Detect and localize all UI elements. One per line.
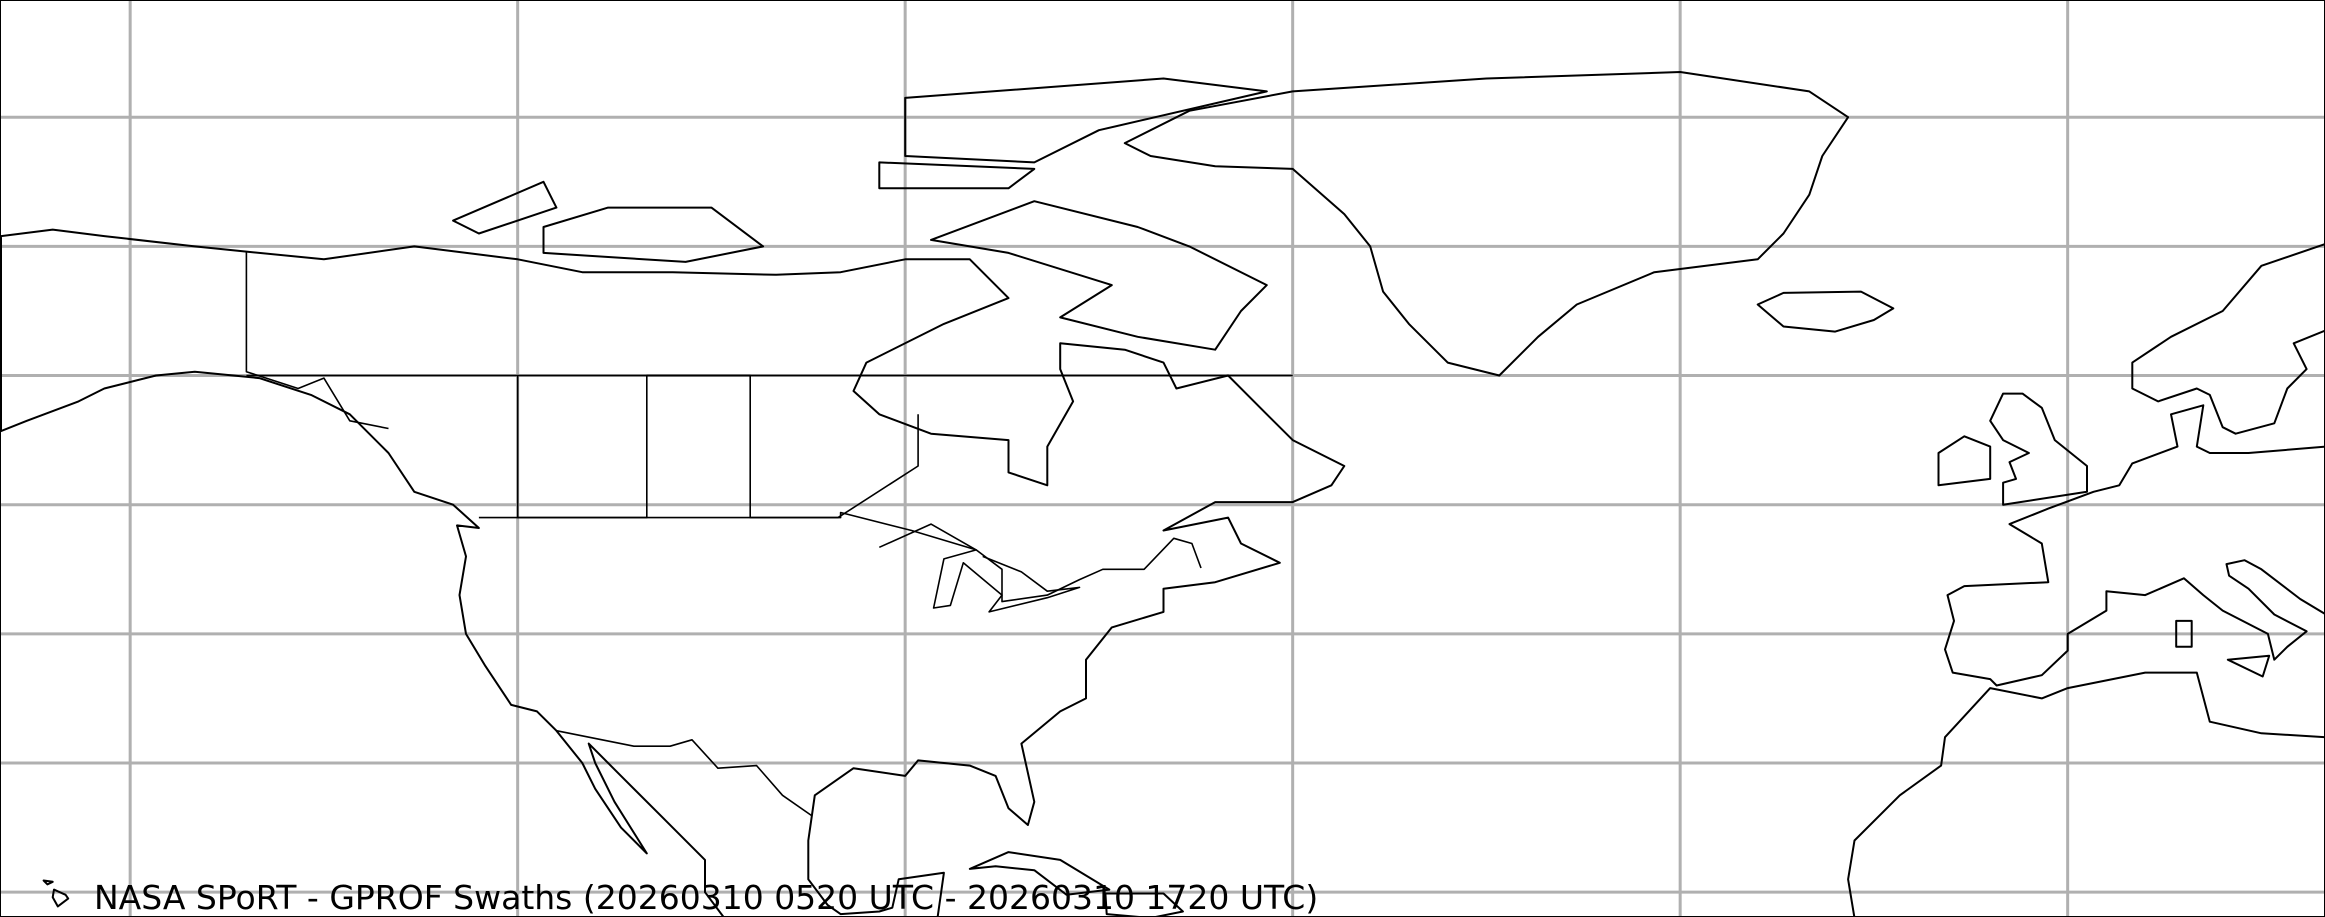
hispaniola-coastline [1104,892,1184,916]
banks-island-coastline [452,180,558,235]
maui-coastline [42,879,54,886]
north-america-coastline [1,228,1346,916]
map-title: NASA SPoRT - GPROF Swaths (20260310 0520… [94,878,1319,917]
africa-coastline [1847,671,2324,916]
europe-coastline [1944,404,2324,687]
iceland-coastline [1756,290,1895,333]
great-britain-coastline [1989,392,2088,506]
ireland-coastline [1937,435,1992,487]
us-mexico-border [556,729,813,817]
greenland-coastline [1123,71,1850,377]
cuba-coastline [968,851,1111,896]
victoria-island-coastline [542,206,765,263]
sicily-coastline [2226,654,2271,678]
devon-island-coastline [878,161,1036,190]
alaska-canada-border [245,251,389,430]
hawaii-big-island-coastline [51,888,70,908]
scandinavia-coastline [2131,243,2324,435]
canada-provinces [516,374,919,519]
ellesmere-island-coastline [904,77,1268,164]
baffin-island-coastline [930,200,1268,351]
sardinia-coastline [2175,619,2193,648]
us-canada-border [478,511,1202,603]
coastlines [1,71,2324,916]
great-lakes [878,523,1081,613]
